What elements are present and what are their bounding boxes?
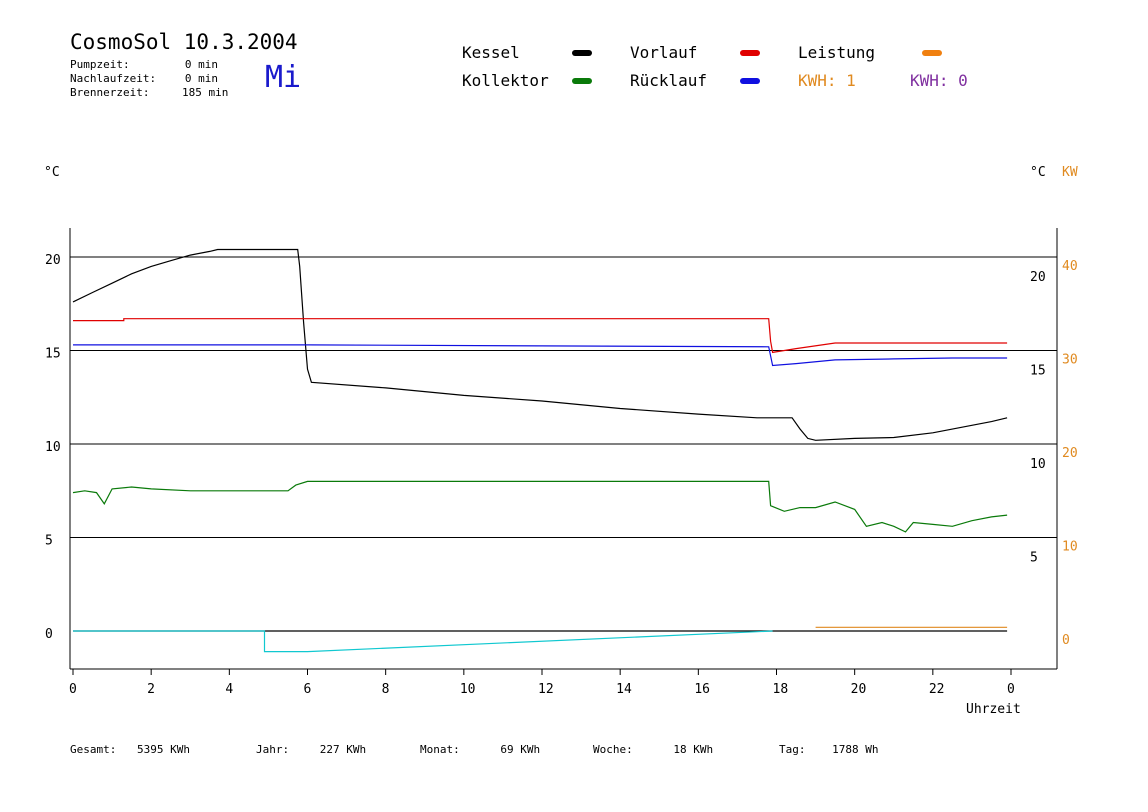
stat-label: Nachlaufzeit: bbox=[70, 72, 157, 85]
x-tick-label: 18 bbox=[773, 682, 789, 697]
x-tick-label: 12 bbox=[538, 682, 554, 697]
x-tick-label: 10 bbox=[460, 682, 476, 697]
y-tick-label-kw: 30 bbox=[1062, 353, 1078, 368]
stat-value: 185 min bbox=[182, 86, 229, 99]
legend-swatch-kessel bbox=[572, 50, 592, 56]
y-tick-label-left: 20 bbox=[45, 253, 61, 268]
series-line bbox=[72, 480, 1008, 533]
kwh-orange-label: KWH: 1 bbox=[798, 71, 856, 90]
x-axis-label: Uhrzeit bbox=[966, 702, 1021, 717]
x-tick-label: 22 bbox=[929, 682, 945, 697]
x-tick-label: 6 bbox=[304, 682, 312, 697]
legend-swatch-ruecklauf bbox=[740, 78, 760, 84]
x-tick-label: 14 bbox=[616, 682, 632, 697]
stat-value: 0 min bbox=[184, 58, 218, 71]
y-tick-label-kw: 20 bbox=[1062, 446, 1078, 461]
legend-swatch-leistung bbox=[922, 50, 942, 56]
x-tick-label: 20 bbox=[851, 682, 867, 697]
stat-pumpzeit: Pumpzeit: 0 min bbox=[70, 58, 218, 71]
footer-value: 69 KWh bbox=[500, 743, 541, 756]
legend-swatch-kollektor bbox=[572, 78, 592, 84]
legend-label-leistung: Leistung bbox=[798, 43, 876, 62]
stat-brennerzeit: Brennerzeit: 185 min bbox=[70, 86, 228, 99]
footer-value: 5395 KWh bbox=[136, 743, 190, 756]
stat-nachlaufzeit: Nachlaufzeit: 0 min bbox=[70, 72, 218, 85]
stat-value: 0 min bbox=[184, 72, 218, 85]
footer-value: 227 KWh bbox=[319, 743, 367, 756]
legend-label-ruecklauf: Rücklauf bbox=[630, 71, 708, 90]
chart-title: CosmoSol 10.3.2004 bbox=[70, 30, 298, 54]
y-tick-label-right: 15 bbox=[1030, 364, 1046, 379]
y-tick-label-kw: 10 bbox=[1062, 540, 1078, 555]
footer-jahr: Jahr: 227 KWh bbox=[256, 743, 366, 756]
left-axis-unit: °C bbox=[44, 165, 60, 180]
footer-gesamt: Gesamt: 5395 KWh bbox=[70, 743, 190, 756]
right-axis-unit-kw: KW bbox=[1062, 165, 1078, 180]
footer-tag: Tag: 1788 Wh bbox=[779, 743, 878, 756]
y-tick-label-left: 10 bbox=[45, 440, 61, 455]
y-tick-label-left: 15 bbox=[45, 347, 61, 362]
footer-value: 18 KWh bbox=[673, 743, 714, 756]
footer-label: Tag: bbox=[779, 743, 806, 756]
x-tick-label: 16 bbox=[694, 682, 710, 697]
weekday-label: Mi bbox=[265, 60, 302, 95]
footer-label: Gesamt: bbox=[70, 743, 117, 756]
y-tick-label-left: 5 bbox=[45, 534, 53, 549]
legend-label-kollektor: Kollektor bbox=[462, 71, 549, 90]
series-line bbox=[73, 630, 773, 653]
x-tick-label: 0 bbox=[1007, 682, 1015, 697]
x-tick-label: 4 bbox=[225, 682, 233, 697]
x-tick-label: 8 bbox=[382, 682, 390, 697]
series-line bbox=[73, 318, 1008, 354]
legend-label-vorlauf: Vorlauf bbox=[630, 43, 698, 62]
footer-woche: Woche: 18 KWh bbox=[593, 743, 713, 756]
footer-label: Jahr: bbox=[256, 743, 290, 756]
footer-monat: Monat: 69 KWh bbox=[420, 743, 540, 756]
right-axis-unit: °C bbox=[1030, 165, 1046, 180]
series-line bbox=[73, 344, 1008, 367]
stat-label: Brennerzeit: bbox=[70, 86, 150, 99]
kwh-purple-label: KWH: 0 bbox=[910, 71, 968, 90]
y-tick-label-left: 0 bbox=[45, 627, 53, 642]
footer-label: Monat: bbox=[420, 743, 460, 756]
y-tick-label-right: 10 bbox=[1030, 457, 1046, 472]
legend-label-kessel: Kessel bbox=[462, 43, 520, 62]
y-tick-label-right: 5 bbox=[1030, 551, 1038, 566]
x-tick-label: 0 bbox=[69, 682, 77, 697]
footer-value: 1788 Wh bbox=[832, 743, 879, 756]
y-tick-label-kw: 40 bbox=[1062, 259, 1078, 274]
stat-label: Pumpzeit: bbox=[70, 58, 130, 71]
x-tick-label: 2 bbox=[147, 682, 155, 697]
series-line bbox=[72, 248, 1008, 441]
y-tick-label-kw: 0 bbox=[1062, 633, 1070, 648]
legend-swatch-vorlauf bbox=[740, 50, 760, 56]
footer-label: Woche: bbox=[593, 743, 633, 756]
y-tick-label-right: 20 bbox=[1030, 270, 1046, 285]
